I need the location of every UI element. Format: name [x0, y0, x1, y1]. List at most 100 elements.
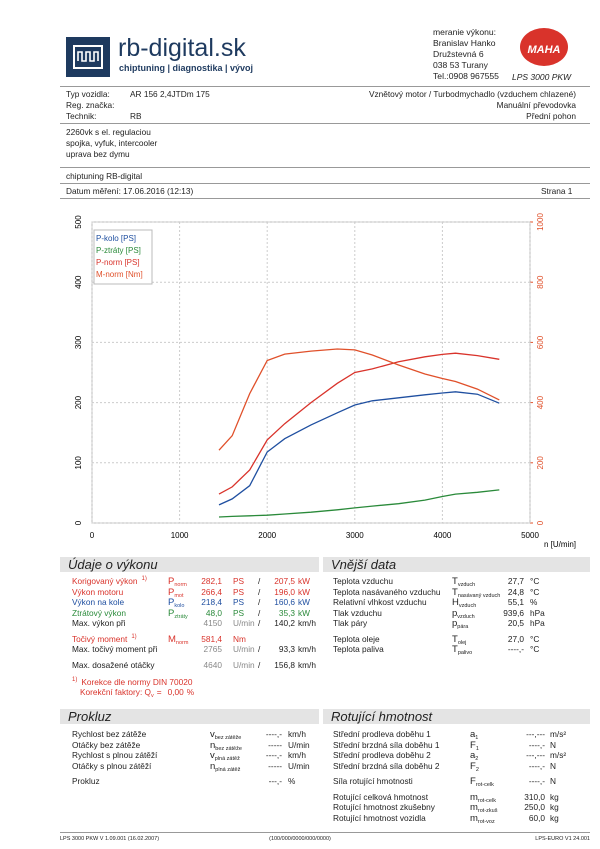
row-label: Střední prodleva doběhu 1 [333, 729, 431, 739]
separator: / [258, 597, 261, 607]
row-label: Ztrátový výkon [72, 608, 126, 618]
unit: U/min [288, 739, 310, 750]
vehicle-right: Přední pohon [526, 111, 576, 121]
rule [60, 198, 590, 199]
x-tick-label: 4000 [434, 531, 452, 540]
symbol: Pmot [168, 587, 184, 599]
unit: kg [550, 812, 559, 823]
value: ----,- [265, 750, 282, 760]
contact-line: Branislav Hanko [433, 38, 496, 48]
value: 4150 [203, 618, 222, 628]
symbol-sub: palivo [457, 650, 473, 656]
unit: % [530, 597, 538, 607]
footer-text: LPS-EURO V1 24.001 [535, 836, 590, 842]
row-label: Střední brzdná síla doběhu 1 [333, 740, 440, 750]
symbol: vplná zátěž [210, 750, 240, 762]
y-tick-label: 400 [74, 275, 83, 289]
unit: °C [530, 633, 540, 644]
row-label: Výkon na kole [72, 597, 124, 607]
symbol-letter: a [470, 750, 476, 761]
symbol-letter: M [168, 633, 176, 645]
unit: kW [298, 597, 310, 607]
symbol-letter: v [210, 750, 215, 761]
label: Teplota oleje [333, 633, 380, 644]
value: 140,2 [274, 618, 295, 628]
label: Rotující hmotnost vozidla [333, 812, 426, 823]
symbol-letter: v [210, 729, 215, 740]
footnote-line: 1) Korekce dle normy DIN 70020 [72, 675, 194, 687]
symbol: F1 [470, 740, 479, 752]
legend-entry: P-kolo [PS] [96, 234, 136, 243]
unit: PS [233, 576, 245, 586]
note: spojka, vyfuk, intercooler [66, 138, 158, 148]
label: Korigovaný výkon [72, 576, 138, 586]
legend-box [93, 229, 153, 285]
symbol-letter: m [470, 802, 478, 813]
label: Ztrátový výkon [72, 607, 126, 618]
value: ---,--- [526, 750, 545, 760]
symbol: a1 [470, 729, 478, 741]
value: 2765 [203, 644, 222, 654]
symbol-letter: T [452, 576, 458, 587]
value: ----,- [528, 776, 545, 786]
row-label: Teplota oleje [333, 634, 380, 644]
label: Výkon na kole [72, 597, 125, 607]
unit: hPa [530, 607, 545, 618]
symbol: mrot-zkuš [470, 802, 497, 814]
symbol: Tpalivo [452, 644, 472, 656]
label: Tlak vzduchu [333, 607, 382, 618]
symbol-sub: rot-zkuš [477, 808, 498, 814]
maha-logo [520, 28, 568, 66]
symbol-sub: kolo [174, 603, 185, 609]
footnote-line: Korekční faktory: Qv = 0,00% [72, 687, 194, 702]
label: Teplota paliva [333, 644, 384, 654]
x-tick-label: 2000 [258, 531, 276, 540]
eq: = [156, 687, 162, 698]
separator: / [258, 659, 261, 670]
value: 27,0 [507, 633, 524, 644]
rule [60, 832, 590, 833]
value: ---,- [268, 776, 282, 786]
label: Rychlost bez zátěže [72, 729, 147, 739]
unit: kg [550, 802, 559, 812]
x-axis-label: n [U/min] [544, 540, 576, 549]
row-label: Otáčky s plnou zátěží [72, 761, 151, 771]
label: Síla rotující hmotnosti [333, 776, 413, 786]
unit: kW [298, 576, 310, 586]
unit: km/h [298, 618, 316, 628]
value: 581,4 [201, 633, 222, 644]
logo-icon [66, 37, 110, 77]
symbol-sub: 2 [475, 766, 479, 773]
unit: PS [233, 607, 245, 618]
series-line [218, 348, 500, 451]
value: ----,- [265, 729, 282, 739]
page-number: Strana 1 [541, 186, 573, 196]
symbol-sub: nasávaný vzduch [457, 592, 501, 599]
symbol-sub: vzduch [457, 613, 475, 620]
row-label: Rychlost bez zátěže [72, 729, 146, 739]
footer-text: (100/000/0000/000/0000) [269, 836, 331, 842]
row-label: Střední brzdná síla doběhu 2 [333, 761, 440, 771]
unit: m/s² [550, 729, 567, 739]
row-label: Tlak páry [333, 618, 367, 628]
label: Tlak páry [333, 618, 368, 628]
unit: kW [298, 607, 310, 618]
unit: kW [298, 586, 310, 597]
symbol-sub: rot-celk [477, 797, 496, 804]
label: Výkon motoru [72, 586, 124, 597]
y2-tick-label: 800 [536, 275, 545, 289]
contact-line: meranie výkonu: [433, 27, 497, 37]
footnote: 1) Korekce dle normy DIN 70020 Korekční fa… [72, 675, 194, 702]
symbol: mrot-voz [470, 813, 495, 825]
label: Max. točivý moment při [72, 644, 158, 654]
symbol-sub: bez zátěže [214, 735, 242, 741]
value: 160,6 [274, 597, 295, 607]
row-label: Rychlost s plnou zátěží [72, 750, 157, 760]
symbol-sub: norm [175, 639, 189, 646]
x-tick-label: 1000 [171, 531, 189, 540]
value: 266,4 [201, 586, 222, 597]
separator: / [258, 576, 261, 586]
contact-line: 038 53 Turany [433, 60, 488, 70]
vehicle-label: Technik: [66, 111, 97, 121]
value: 939,6 [503, 607, 524, 618]
